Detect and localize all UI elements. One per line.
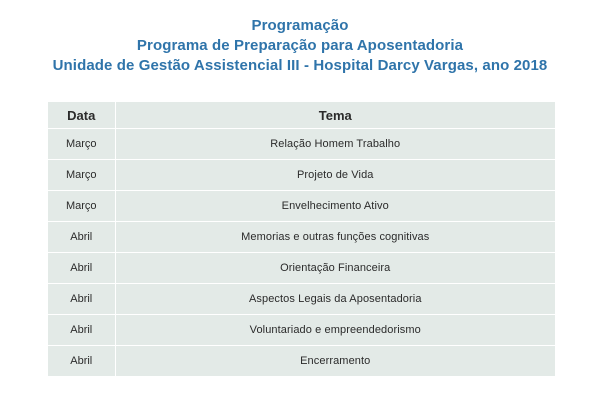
cell-tema: Relação Homem Trabalho [115,128,555,160]
title-line-program-name: Programa de Preparação para Aposentadori… [136,37,464,54]
table-row: Abril Encerramento [48,345,555,376]
cell-data: Março [48,159,116,191]
table-row: Abril Orientação Financeira [48,252,555,284]
table-row: Abril Aspectos Legais da Aposentadoria [48,283,555,315]
cell-tema: Memorias e outras funções cognitivas [115,221,555,253]
cell-tema: Encerramento [115,345,555,376]
table-row: Março Relação Homem Trabalho [48,128,555,160]
table-row: Abril Voluntariado e empreendedorismo [48,314,555,346]
cell-data: Abril [48,221,116,253]
title-line-unit-year: Unidade de Gestão Assistencial III - Hos… [52,57,548,74]
document-title-block: Programação Programa de Preparação para … [0,16,600,76]
table-row: Março Projeto de Vida [48,159,555,191]
cell-tema: Aspectos Legais da Aposentadoria [115,283,555,315]
cell-data: Março [48,128,116,160]
cell-data: Abril [48,345,116,376]
cell-data: Abril [48,252,116,284]
cell-data: Março [48,190,116,222]
table-body: Março Relação Homem Trabalho Março Proje… [48,128,555,376]
cell-tema: Projeto de Vida [115,159,555,191]
cell-data: Abril [48,283,116,315]
table-header: Data Tema [48,102,555,129]
cell-tema: Voluntariado e empreendedorismo [115,314,555,346]
column-header-tema: Tema [115,102,555,129]
table-header-row: Data Tema [48,102,555,129]
column-header-data: Data [48,102,116,129]
cell-data: Abril [48,314,116,346]
schedule-table: Data Tema Março Relação Homem Trabalho M… [48,102,555,376]
title-line-program: Programação [251,17,349,34]
table-row: Março Envelhecimento Ativo [48,190,555,222]
table-row: Abril Memorias e outras funções cognitiv… [48,221,555,253]
cell-tema: Envelhecimento Ativo [115,190,555,222]
cell-tema: Orientação Financeira [115,252,555,284]
